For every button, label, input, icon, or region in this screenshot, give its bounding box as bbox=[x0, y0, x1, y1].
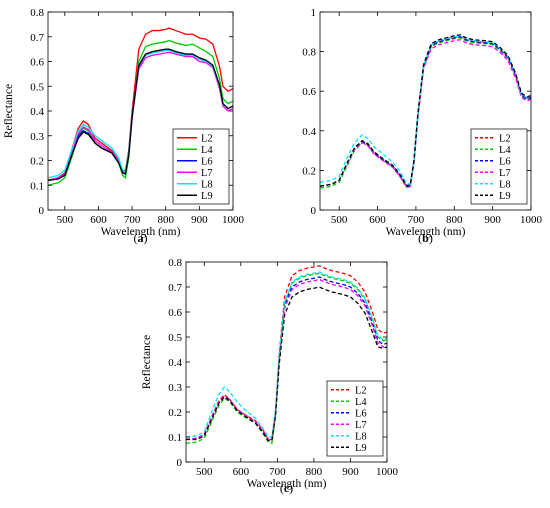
y-tick-label: 0.6 bbox=[302, 86, 316, 98]
legend-label-l7: L7 bbox=[355, 420, 367, 431]
x-tick-label: 900 bbox=[342, 466, 359, 478]
y-tick-label: 0 bbox=[39, 205, 45, 217]
y-axis-label: Reflectance bbox=[141, 335, 153, 389]
y-tick-label: 0.5 bbox=[30, 81, 44, 93]
legend-label-l9: L9 bbox=[201, 191, 213, 202]
x-tick-label: 600 bbox=[233, 466, 250, 478]
y-tick-label: 0.8 bbox=[302, 47, 316, 59]
x-axis-label: Wavelength (nm) bbox=[386, 226, 466, 238]
y-axis-label: Reflectance bbox=[3, 84, 15, 138]
y-tick-label: 0 bbox=[177, 457, 183, 469]
y-tick-label: 0.8 bbox=[168, 257, 182, 269]
x-tick-label: 900 bbox=[191, 214, 208, 226]
legend-label-l4: L4 bbox=[201, 145, 213, 156]
legend-label-l9: L9 bbox=[499, 191, 511, 202]
y-tick-label: 0.4 bbox=[302, 126, 316, 138]
y-tick-label: 0.7 bbox=[30, 32, 44, 44]
legend-label-l2: L2 bbox=[201, 134, 213, 145]
y-tick-label: 0.4 bbox=[30, 106, 44, 118]
y-tick-label: 0.3 bbox=[30, 131, 44, 143]
legend-label-l8: L8 bbox=[201, 180, 213, 191]
y-tick-label: 0.4 bbox=[168, 357, 182, 369]
legend-box bbox=[172, 128, 230, 205]
y-tick-label: 0 bbox=[311, 205, 317, 217]
y-tick-label: 0.8 bbox=[30, 7, 44, 19]
y-tick-label: 0.6 bbox=[30, 57, 44, 69]
x-tick-label: 800 bbox=[157, 214, 174, 226]
y-tick-label: 0.3 bbox=[168, 382, 182, 394]
legend-label-l7: L7 bbox=[499, 168, 511, 179]
y-tick-label: 0.5 bbox=[168, 332, 182, 344]
x-axis-label: Wavelength (nm) bbox=[101, 226, 181, 238]
legend-label-l2: L2 bbox=[355, 386, 367, 397]
series-line-l2 bbox=[186, 265, 387, 441]
x-tick-label: 1000 bbox=[376, 466, 399, 478]
axes-frame bbox=[319, 11, 532, 211]
series-line-l4 bbox=[48, 39, 233, 186]
series-line-l9 bbox=[186, 286, 387, 442]
legend-label-l7: L7 bbox=[201, 168, 213, 179]
legend-label-l8: L8 bbox=[499, 180, 511, 191]
series-line-l8 bbox=[186, 271, 387, 438]
series-line-l9 bbox=[48, 48, 233, 181]
series-line-l8 bbox=[320, 35, 531, 186]
legend-label-l2: L2 bbox=[499, 134, 511, 145]
legend-label-l9: L9 bbox=[355, 443, 367, 454]
x-tick-label: 500 bbox=[331, 214, 348, 226]
chart-panel-3: 500 600 700 800 900 1000 0 0.1 0.2 0.3 0.4 0.5 0.6 0.… bbox=[141, 257, 399, 495]
x-tick-label: 1000 bbox=[520, 214, 543, 226]
x-tick-label: 800 bbox=[446, 214, 463, 226]
x-tick-label: 800 bbox=[306, 466, 323, 478]
legend-box bbox=[326, 380, 384, 457]
y-tick-label: 0.2 bbox=[302, 165, 316, 177]
x-tick-label: 500 bbox=[57, 214, 74, 226]
chart-panel-1: 500 600 700 800 900 1000 0 0.1 0.2 0.3 0.4 0.5 0.6 0.… bbox=[3, 7, 245, 245]
panel-label: (c) bbox=[280, 481, 293, 495]
x-tick-label: 600 bbox=[90, 214, 107, 226]
y-tick-label: 0.2 bbox=[168, 407, 182, 419]
y-tick-label: 0.7 bbox=[168, 282, 182, 294]
panel-label: (b) bbox=[418, 231, 433, 245]
legend-label-l6: L6 bbox=[355, 409, 367, 420]
series-line-l4 bbox=[186, 272, 387, 445]
series-line-l9 bbox=[320, 34, 531, 187]
x-tick-label: 1000 bbox=[222, 214, 245, 226]
legend-label-l4: L4 bbox=[355, 397, 367, 408]
x-tick-label: 700 bbox=[124, 214, 141, 226]
x-tick-label: 700 bbox=[408, 214, 425, 226]
y-tick-label: 0.1 bbox=[168, 432, 182, 444]
legend-label-l6: L6 bbox=[499, 157, 511, 168]
legend-box bbox=[470, 128, 528, 205]
x-tick-label: 600 bbox=[369, 214, 386, 226]
chart-panel-2: 500 600 700 800 900 1000 0 0.2 0.4 0.6 0.8 1 Wavelen… bbox=[302, 7, 542, 245]
legend-label-l6: L6 bbox=[201, 157, 213, 168]
y-tick-label: 1 bbox=[311, 7, 317, 19]
x-tick-label: 700 bbox=[269, 466, 286, 478]
x-axis-label: Wavelength (nm) bbox=[247, 478, 327, 490]
legend-label-l8: L8 bbox=[355, 432, 367, 443]
series-line-l2 bbox=[48, 27, 233, 181]
legend-label-l4: L4 bbox=[499, 145, 511, 156]
x-tick-label: 500 bbox=[196, 466, 213, 478]
y-tick-label: 0.1 bbox=[30, 180, 44, 192]
x-tick-label: 900 bbox=[484, 214, 501, 226]
y-tick-label: 0.2 bbox=[30, 156, 44, 168]
y-tick-label: 0.6 bbox=[168, 307, 182, 319]
panel-label: (a) bbox=[134, 231, 148, 245]
